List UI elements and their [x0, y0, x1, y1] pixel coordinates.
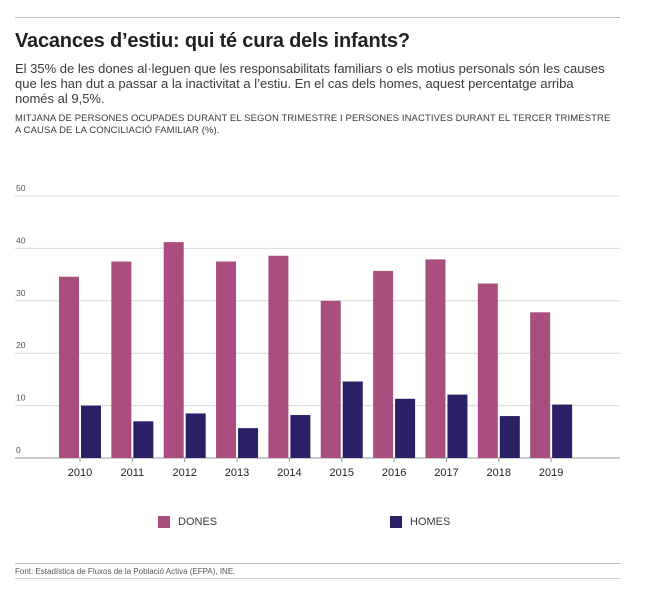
bar-dones-2011 [111, 261, 132, 458]
legend-item-dones: DONES [158, 516, 217, 528]
bar-dones-2010 [59, 276, 79, 458]
source-note: Font: Estadística de Fluxos de la Poblac… [15, 567, 236, 576]
legend-item-homes: HOMES [390, 516, 450, 528]
x-tick-label: 2014 [277, 467, 301, 479]
y-tick-label: 10 [16, 393, 26, 403]
y-tick-label: 50 [16, 183, 26, 193]
legend-label-dones: DONES [178, 516, 218, 528]
chart-subtitle: El 35% de les dones al·leguen que les re… [15, 61, 605, 106]
bar-dones-2017 [425, 259, 446, 458]
x-tick-label: 2012 [172, 467, 196, 479]
bar-homes-2015 [342, 381, 363, 458]
legend-swatch-homes [390, 516, 402, 528]
bar-homes-2018 [499, 416, 520, 458]
bar-homes-2014 [290, 415, 311, 458]
x-tick-label: 2010 [68, 467, 92, 479]
bar-dones-2019 [530, 312, 551, 458]
bar-homes-2016 [395, 398, 416, 458]
x-tick-label: 2013 [225, 467, 249, 479]
bars-layer [59, 242, 573, 458]
bar-homes-2013 [238, 428, 259, 458]
bottom-rule [15, 563, 620, 564]
x-tick-label: 2016 [382, 467, 406, 479]
chart-title: Vacances d’estiu: qui té cura dels infan… [15, 30, 410, 52]
bar-dones-2014 [268, 255, 289, 458]
x-tick-label: 2011 [121, 467, 145, 479]
bar-homes-2019 [552, 404, 573, 458]
bar-dones-2018 [477, 283, 498, 458]
bar-homes-2012 [185, 413, 206, 458]
bar-dones-2013 [216, 261, 237, 458]
legend-swatch-dones [158, 516, 170, 528]
y-tick-label: 20 [16, 340, 26, 350]
bar-homes-2017 [447, 394, 468, 458]
top-rule [15, 17, 620, 18]
x-tick-label: 2019 [539, 467, 563, 479]
bar-dones-2015 [320, 300, 341, 458]
y-tick-label: 40 [16, 235, 26, 245]
legend-label-homes: HOMES [410, 516, 451, 528]
x-tick-label: 2015 [330, 467, 354, 479]
x-tick-label: 2017 [434, 467, 458, 479]
y-tick-label: 0 [16, 445, 21, 455]
x-tick-label: 2018 [487, 467, 511, 479]
y-tick-label: 30 [16, 288, 26, 298]
bar-dones-2016 [373, 270, 394, 458]
grid-layer [15, 195, 620, 462]
bar-dones-2012 [163, 242, 184, 458]
bar-homes-2010 [81, 405, 101, 458]
chart-measure-description: MITJANA DE PERSONES OCUPADES DURANT EL S… [15, 113, 611, 136]
bar-homes-2011 [133, 421, 154, 458]
bottom-rule-secondary [15, 578, 620, 579]
